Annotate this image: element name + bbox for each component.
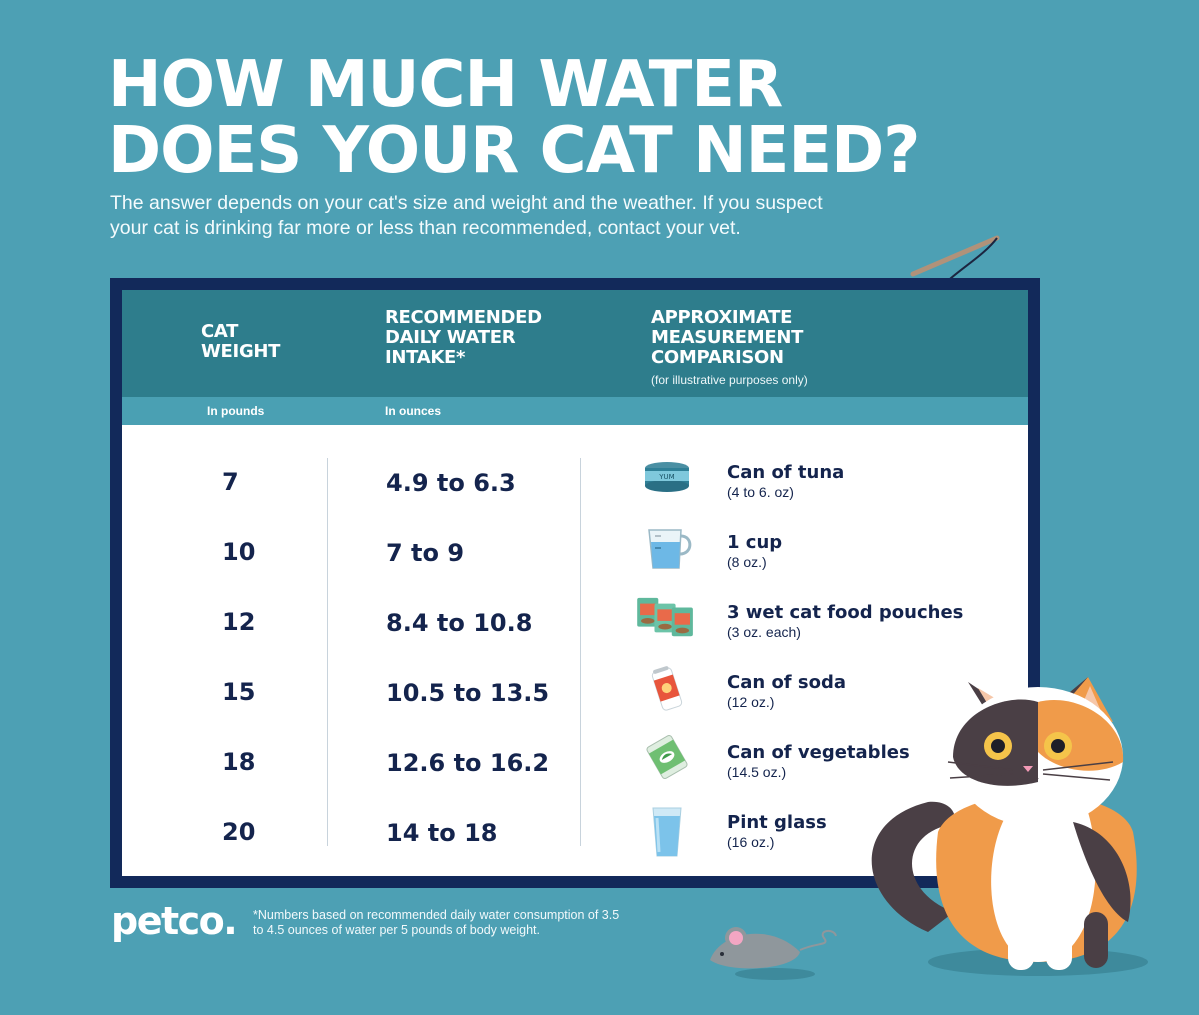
header-cat-weight: CAT WEIGHT bbox=[201, 321, 281, 362]
table-row: 18 12.6 to 16.2 Can of vegetables (14.5 … bbox=[122, 735, 1028, 802]
table-subheader: In pounds In ounces bbox=[122, 397, 1028, 425]
title-line-2: DOES YOUR CAT NEED? bbox=[108, 114, 920, 188]
subheader-pounds: In pounds bbox=[207, 404, 265, 418]
comparison-detail: (12 oz.) bbox=[727, 694, 775, 710]
table-header: CAT WEIGHT RECOMMENDED DAILY WATER INTAK… bbox=[122, 290, 1028, 397]
food-pouches-icon bbox=[637, 597, 693, 637]
footnote: *Numbers based on recommended daily wate… bbox=[253, 908, 673, 938]
table-row: 20 14 to 18 Pint glass (16 oz.) bbox=[122, 807, 1028, 872]
weight-cell: 7 bbox=[222, 468, 239, 496]
measuring-cup-icon bbox=[648, 529, 692, 569]
table-row: 10 7 to 9 1 cup (8 oz.) bbox=[122, 529, 1028, 592]
intake-cell: 8.4 to 10.8 bbox=[386, 609, 533, 637]
intake-cell: 4.9 to 6.3 bbox=[386, 469, 516, 497]
petco-logo: petco. bbox=[111, 899, 238, 943]
intake-cell: 10.5 to 13.5 bbox=[386, 679, 550, 707]
header-water-intake: RECOMMENDED DAILY WATER INTAKE* bbox=[385, 307, 542, 368]
table-row: 7 4.9 to 6.3 YUM Can of tuna (4 to 6. oz… bbox=[122, 462, 1028, 522]
comparison-label: Can of vegetables bbox=[727, 742, 910, 763]
weight-cell: 10 bbox=[222, 538, 256, 566]
toy-mouse-icon bbox=[710, 927, 837, 980]
column-divider bbox=[327, 458, 328, 846]
table-row: 15 10.5 to 13.5 Can of soda (12 oz.) bbox=[122, 666, 1028, 732]
weight-cell: 20 bbox=[222, 818, 256, 846]
table-row: 12 8.4 to 10.8 3 wet cat food pouches (3… bbox=[122, 597, 1028, 662]
comparison-detail: (8 oz.) bbox=[727, 554, 767, 570]
header-measurement-comparison: APPROXIMATE MEASUREMENT COMPARISON bbox=[651, 307, 804, 368]
weight-cell: 15 bbox=[222, 678, 256, 706]
svg-text:YUM: YUM bbox=[658, 473, 674, 481]
comparison-detail: (4 to 6. oz) bbox=[727, 484, 794, 500]
column-divider bbox=[580, 458, 581, 846]
weight-cell: 12 bbox=[222, 608, 256, 636]
comparison-label: 3 wet cat food pouches bbox=[727, 602, 964, 623]
title-line-1: HOW MUCH WATER bbox=[108, 48, 783, 122]
calico-cat-illustration bbox=[871, 677, 1148, 976]
page-title: HOW MUCH WATER DOES YOUR CAT NEED? bbox=[108, 52, 1008, 184]
tuna-can-icon: YUM bbox=[645, 462, 689, 492]
footnote-line-1: *Numbers based on recommended daily wate… bbox=[253, 908, 620, 922]
page-subtitle: The answer depends on your cat's size an… bbox=[110, 191, 970, 241]
comparison-label: Pint glass bbox=[727, 812, 827, 833]
footnote-line-2: to 4.5 ounces of water per 5 pounds of b… bbox=[253, 923, 540, 937]
intake-cell: 14 to 18 bbox=[386, 819, 498, 847]
pint-glass-icon bbox=[652, 807, 682, 857]
water-intake-table: CAT WEIGHT RECOMMENDED DAILY WATER INTAK… bbox=[122, 290, 1028, 876]
subheader-ounces: In ounces bbox=[385, 404, 442, 418]
weight-cell: 18 bbox=[222, 748, 256, 776]
subtitle-line-2: your cat is drinking far more or less th… bbox=[110, 217, 741, 239]
comparison-detail: (16 oz.) bbox=[727, 834, 775, 850]
comparison-label: Can of soda bbox=[727, 672, 847, 693]
soda-can-icon bbox=[651, 666, 683, 711]
comparison-label: 1 cup bbox=[727, 532, 783, 553]
water-table-frame: CAT WEIGHT RECOMMENDED DAILY WATER INTAK… bbox=[110, 278, 1040, 888]
comparison-label: Can of tuna bbox=[727, 462, 845, 483]
comparison-detail: (3 oz. each) bbox=[727, 624, 801, 640]
vegetable-can-icon bbox=[646, 735, 688, 779]
comparison-detail: (14.5 oz.) bbox=[727, 764, 787, 780]
subtitle-line-1: The answer depends on your cat's size an… bbox=[110, 192, 823, 214]
intake-cell: 12.6 to 16.2 bbox=[386, 749, 550, 777]
header-illustrative-note: (for illustrative purposes only) bbox=[651, 373, 808, 387]
intake-cell: 7 to 9 bbox=[386, 539, 465, 567]
